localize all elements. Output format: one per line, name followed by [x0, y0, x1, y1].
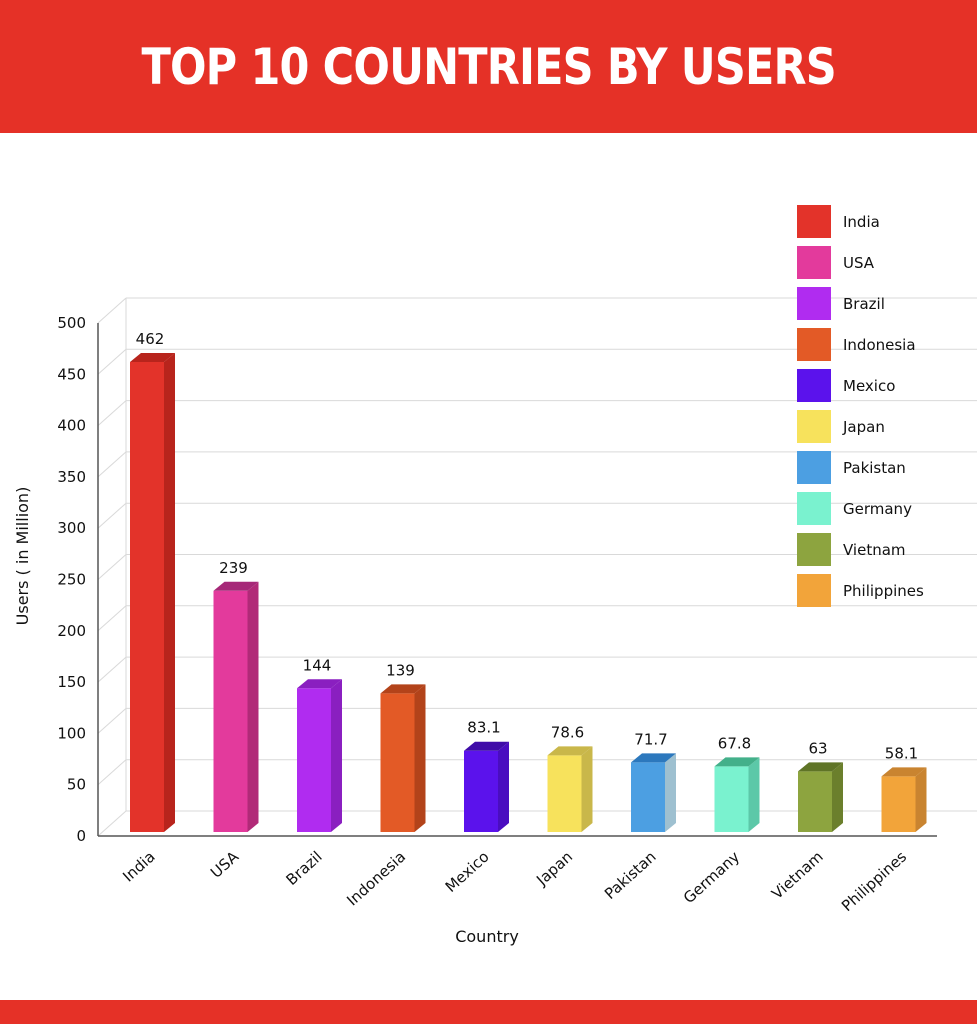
y-tick-label: 0: [76, 827, 86, 845]
bar-top: [380, 684, 426, 694]
bar: [297, 688, 331, 832]
bar: [213, 590, 248, 832]
legend-swatch: [797, 451, 831, 484]
gridline-connector: [97, 400, 127, 426]
bar: [798, 771, 832, 832]
x-tick-label: Germany: [680, 848, 743, 908]
data-label: 78.6: [551, 723, 584, 741]
gridline-connector: [97, 451, 127, 478]
bar-top: [798, 762, 843, 772]
bar-side: [581, 746, 593, 832]
legend-item: Mexico: [843, 377, 895, 395]
bar: [130, 361, 164, 832]
gridline-connector: [97, 348, 127, 375]
y-tick-label: 400: [57, 417, 86, 435]
bar-side: [748, 757, 760, 832]
bar: [464, 750, 498, 832]
bar-top: [297, 679, 342, 689]
bar-side: [164, 352, 175, 832]
legend-swatch: [797, 369, 831, 402]
data-label: 239: [219, 559, 248, 577]
data-label: 71.7: [634, 730, 667, 748]
bar-side: [247, 581, 259, 832]
gridline-connector: [97, 759, 127, 786]
y-axis-title: Users ( in Million): [13, 487, 32, 626]
legend-item: USA: [843, 254, 875, 272]
y-tick-label: 300: [57, 519, 86, 537]
bar-side: [331, 679, 342, 832]
bar-top: [881, 767, 927, 777]
data-label: 63: [808, 739, 827, 757]
chart-title: TOP 10 COUNTRIES BY USERS: [141, 37, 836, 96]
legend-item: Japan: [842, 418, 885, 436]
footer-bar: [0, 1000, 977, 1024]
legend-swatch: [797, 328, 831, 361]
data-label: 144: [303, 656, 332, 674]
gridline-connector: [97, 605, 127, 632]
y-tick-label: 200: [57, 622, 86, 640]
x-axis-title: Country: [455, 927, 519, 946]
data-label: 58.1: [885, 744, 918, 762]
bar-top: [631, 753, 676, 763]
bar-top: [714, 757, 760, 767]
bar-top: [464, 741, 509, 751]
gridline-connector: [97, 502, 127, 529]
bar-top: [213, 581, 259, 591]
bar: [380, 693, 415, 832]
legend-item: Philippines: [843, 582, 924, 600]
title-banner: TOP 10 COUNTRIES BY USERS: [0, 0, 977, 133]
x-tick-label: Mexico: [442, 848, 493, 896]
y-tick-label: 500: [57, 314, 86, 332]
legend-item: India: [843, 213, 880, 231]
bar: [881, 776, 916, 832]
bar-chart: 0 50 100 150 200 250 300 350 400 450 500 462 India 23…: [13, 205, 977, 946]
legend-swatch: [797, 246, 831, 279]
x-tick-label: India: [119, 848, 158, 886]
bar: [631, 762, 665, 832]
data-label: 139: [386, 661, 415, 679]
bar-side: [832, 762, 843, 832]
legend-item: Pakistan: [843, 459, 906, 477]
data-label: 83.1: [467, 719, 500, 737]
gridline-connector: [97, 297, 127, 324]
y-tick-label: 250: [57, 571, 86, 589]
bar-top: [547, 746, 593, 756]
x-tick-label: Japan: [532, 848, 576, 890]
y-tick-label: 450: [57, 365, 86, 383]
y-tick-label: 350: [57, 468, 86, 486]
x-tick-label: Philippines: [838, 847, 910, 915]
bar: [714, 766, 749, 832]
y-tick-label: 50: [67, 776, 86, 794]
legend-swatch: [797, 205, 831, 238]
data-label: 67.8: [718, 734, 751, 752]
data-label: 462: [136, 330, 165, 348]
bar-side: [414, 684, 426, 832]
x-tick-label: Brazil: [283, 848, 326, 889]
bar-side: [665, 753, 676, 832]
legend-item: Indonesia: [843, 336, 916, 354]
bar-side: [915, 767, 927, 832]
gridline-connector: [97, 708, 127, 734]
gridline-connector: [97, 656, 127, 683]
legend-swatch: [797, 533, 831, 566]
legend-item: Vietnam: [843, 541, 906, 559]
legend-item: Germany: [843, 500, 912, 518]
y-tick-label: 150: [57, 673, 86, 691]
legend-swatch: [797, 492, 831, 525]
bar: [547, 755, 582, 832]
legend-item: Brazil: [843, 295, 885, 313]
bar-side: [498, 741, 509, 832]
x-tick-label: USA: [207, 847, 243, 882]
bar-top: [130, 352, 175, 362]
legend-swatch: [797, 410, 831, 443]
gridline-connector: [97, 554, 127, 580]
x-tick-label: Vietnam: [768, 848, 827, 903]
x-tick-label: Pakistan: [601, 848, 660, 903]
gridline-connector: [97, 810, 127, 837]
legend-swatch: [797, 574, 831, 607]
x-tick-label: Indonesia: [343, 848, 409, 910]
y-tick-label: 100: [57, 724, 86, 742]
legend-swatch: [797, 287, 831, 320]
